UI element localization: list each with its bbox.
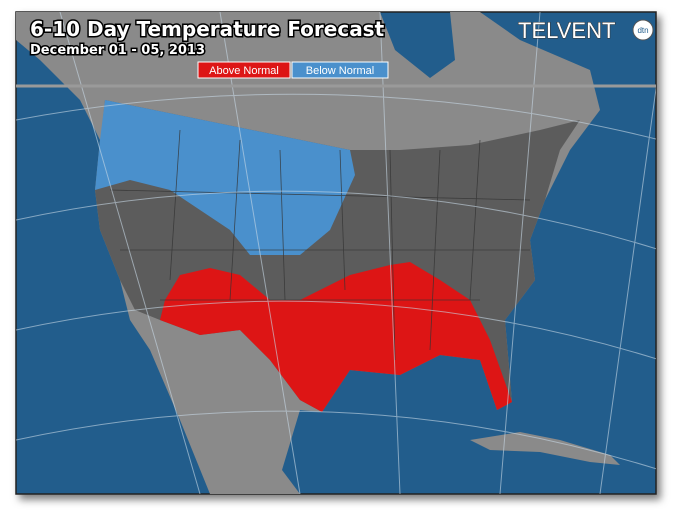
below-normal-region [95,100,355,255]
legend-label: Below Normal [306,65,374,77]
legend-swatch [291,61,389,79]
map [16,12,656,494]
legend-swatch [197,61,291,79]
title: 6-10 Day Temperature Forecast [30,17,385,41]
caribbean-island [470,432,620,465]
subtitle: December 01 - 05, 2013 [30,43,205,58]
logo-badge-text: dtn [637,26,648,35]
logo-badge [632,19,654,41]
graticule [16,12,656,494]
state-lines [109,129,531,361]
above-normal-region [160,262,512,412]
logo-text: TELVENT [518,18,615,43]
legend-label: Above Normal [209,65,279,77]
